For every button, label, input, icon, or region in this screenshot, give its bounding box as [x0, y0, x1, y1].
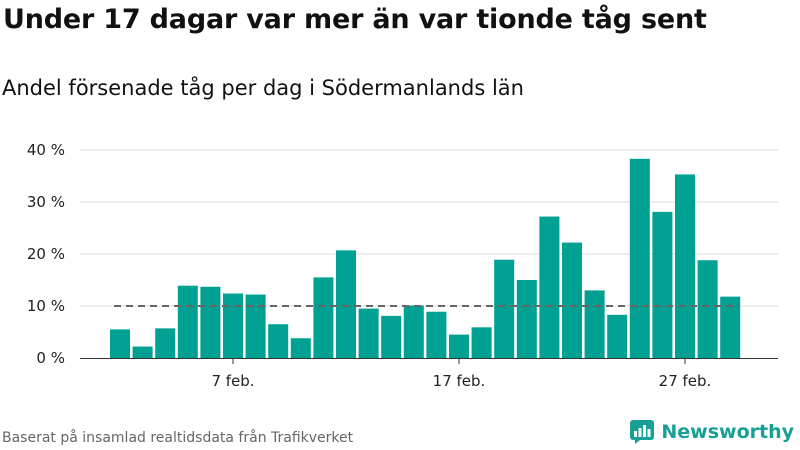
bar — [720, 296, 741, 358]
bar — [268, 324, 289, 358]
bar — [313, 277, 334, 358]
chart-title: Under 17 dagar var mer än var tionde tåg… — [3, 4, 707, 35]
bar — [177, 285, 198, 358]
bar — [675, 174, 695, 358]
bar — [110, 329, 130, 358]
y-tick-label: 10 % — [27, 297, 65, 315]
x-axis-ticks: 7 feb. 17 feb. 27 feb. — [211, 358, 711, 390]
bars — [110, 158, 741, 358]
y-axis-ticks: 0 % 10 % 20 % 30 % 40 % — [27, 141, 65, 367]
bar — [358, 308, 379, 358]
x-tick-label: 7 feb. — [211, 372, 254, 390]
x-tick-label: 17 feb. — [433, 372, 486, 390]
bar — [132, 346, 153, 358]
x-tick-label: 27 feb. — [659, 372, 712, 390]
bar — [155, 328, 176, 358]
chart-subtitle: Andel försenade tåg per dag i Södermanla… — [2, 76, 524, 100]
bar — [223, 293, 243, 358]
bar — [516, 280, 537, 358]
bar — [336, 250, 356, 358]
bar — [449, 334, 469, 358]
bar — [652, 211, 673, 358]
bar-chart: 0 % 10 % 20 % 30 % 40 % 7 feb. 17 feb. 27 feb. — [27, 141, 778, 390]
newsworthy-logo-icon — [630, 420, 655, 444]
bar — [426, 311, 447, 358]
bar — [584, 290, 605, 358]
bar — [562, 242, 582, 358]
y-tick-label: 30 % — [27, 193, 65, 211]
brand-name: Newsworthy — [661, 421, 794, 443]
bar — [381, 315, 402, 358]
bar — [494, 259, 515, 358]
y-tick-label: 40 % — [27, 141, 65, 159]
bar — [245, 294, 266, 358]
bar — [607, 314, 628, 358]
bar — [200, 286, 221, 358]
bar — [290, 338, 311, 358]
bar — [539, 216, 560, 358]
y-tick-label: 0 % — [36, 349, 65, 367]
bar — [471, 327, 492, 358]
gridlines — [80, 149, 778, 307]
y-tick-label: 20 % — [27, 245, 65, 263]
bar — [629, 158, 650, 358]
source-note: Baserat på insamlad realtidsdata från Tr… — [2, 430, 354, 446]
brand-logo: Newsworthy — [629, 419, 794, 445]
bar — [697, 260, 718, 358]
bar — [403, 305, 424, 358]
